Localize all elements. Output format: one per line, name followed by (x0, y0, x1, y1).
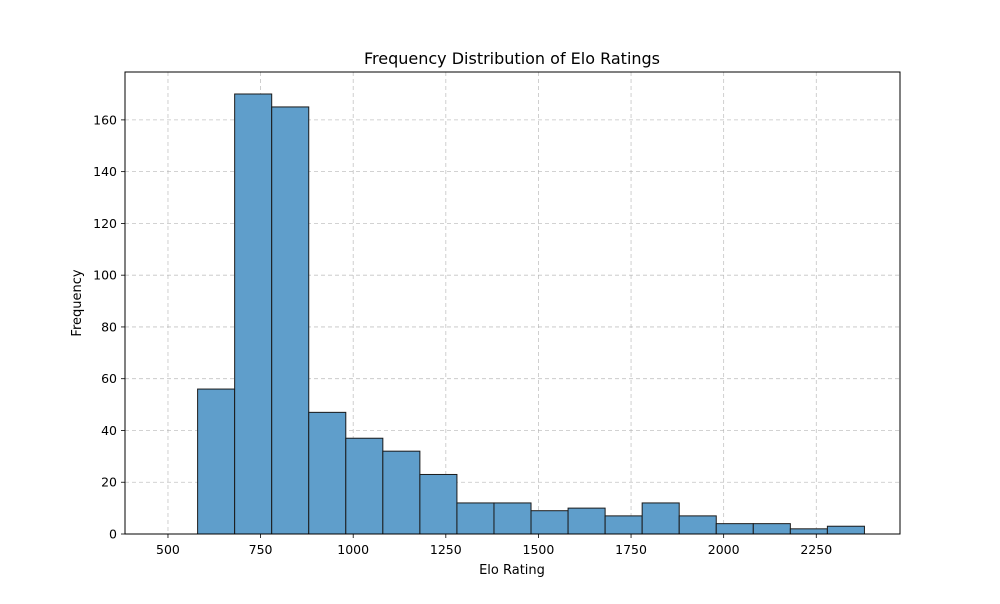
x-tick-label: 1750 (615, 542, 647, 557)
plot-area-frame (124, 71, 901, 535)
histogram-bar (419, 473, 458, 535)
histogram-bar (715, 523, 754, 535)
y-tick-label: 40 (101, 423, 117, 438)
y-tick-label: 140 (93, 164, 117, 179)
histogram-bar (567, 507, 606, 535)
x-axis: 500 750 1000 1250 1500 1750 2000 2250 (156, 534, 832, 557)
histogram-bar (197, 388, 236, 535)
x-tick-label: 2000 (708, 542, 740, 557)
y-tick-label: 120 (93, 216, 117, 231)
histogram-bar (604, 515, 643, 535)
histogram-bar (456, 502, 495, 535)
y-axis-label: Frequency (70, 269, 85, 336)
x-tick-label: 1250 (430, 542, 462, 557)
y-tick-label: 20 (101, 475, 117, 490)
x-tick-label: 750 (249, 542, 273, 557)
histogram-bar (382, 450, 421, 535)
y-axis: 0 20 40 60 80 100 120 140 160 (93, 112, 125, 542)
histogram-bar (493, 502, 532, 535)
x-tick-label: 2250 (800, 542, 832, 557)
histogram-bar (789, 528, 828, 535)
y-tick-label: 100 (93, 268, 117, 283)
y-tick-label: 0 (109, 527, 117, 542)
histogram-bar (271, 106, 310, 535)
histogram-bar (641, 502, 680, 535)
x-axis-label: Elo Rating (479, 563, 545, 578)
histogram-bar (308, 411, 347, 535)
x-tick-label: 1500 (523, 542, 555, 557)
histogram-bars (197, 93, 865, 535)
chart-title: Frequency Distribution of Elo Ratings (364, 49, 660, 68)
x-tick-label: 500 (156, 542, 180, 557)
histogram-bar (530, 510, 569, 535)
y-tick-label: 60 (101, 371, 117, 386)
histogram-bar (345, 437, 384, 535)
histogram-bar (826, 525, 865, 535)
histogram-bar (752, 523, 791, 535)
histogram-bar (234, 93, 273, 535)
y-tick-label: 160 (93, 112, 117, 127)
x-tick-label: 1000 (337, 542, 369, 557)
histogram-bar (678, 515, 717, 535)
y-tick-label: 80 (101, 319, 117, 334)
